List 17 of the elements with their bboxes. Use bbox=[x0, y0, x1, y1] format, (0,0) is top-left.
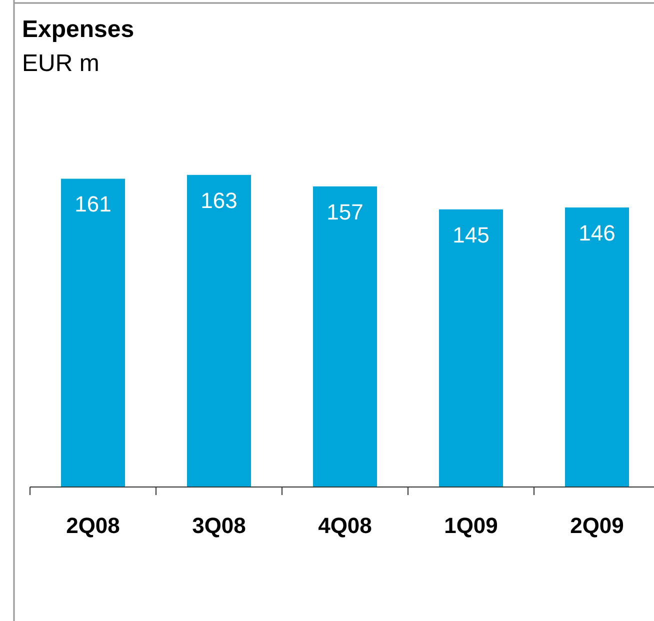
x-tick-label: 2Q08 bbox=[66, 513, 120, 538]
data-label: 163 bbox=[200, 188, 238, 213]
chart-title: Expenses bbox=[22, 16, 134, 43]
x-tick-label: 4Q08 bbox=[318, 513, 372, 538]
x-tick-label: 3Q08 bbox=[192, 513, 246, 538]
bar bbox=[187, 174, 251, 487]
chart-subtitle: EUR m bbox=[22, 50, 100, 77]
data-label: 157 bbox=[326, 199, 364, 224]
data-label: 145 bbox=[452, 222, 490, 248]
data-label: 146 bbox=[578, 220, 616, 246]
bar bbox=[439, 209, 503, 487]
x-tick-label: 1Q09 bbox=[444, 513, 498, 538]
x-tick-label: 2Q09 bbox=[570, 513, 624, 538]
bar bbox=[313, 186, 377, 487]
bar bbox=[565, 207, 629, 487]
data-label: 161 bbox=[74, 192, 112, 217]
bar bbox=[61, 178, 125, 487]
